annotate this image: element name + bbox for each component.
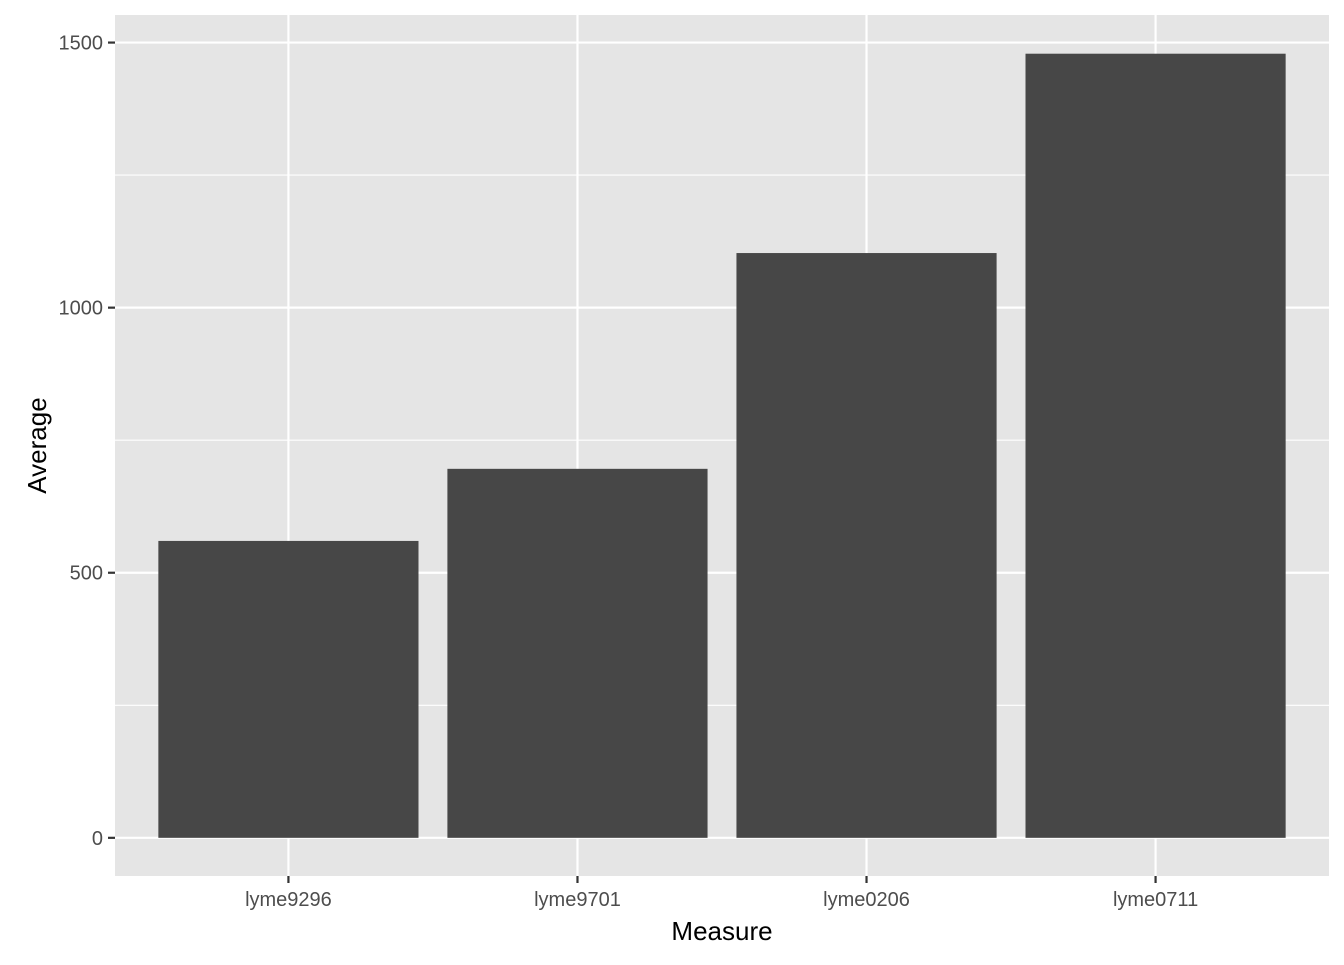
x-tick-label: lyme9701 [534, 889, 621, 911]
y-axis-title: Average [22, 397, 52, 493]
bar-lyme9701 [447, 468, 708, 838]
y-tick-label: 500 [70, 563, 103, 585]
y-tick-label: 1000 [59, 298, 104, 320]
tick-labels: 0 500 1000 1500 lyme9296 lyme9701 lyme0206 lyme… [59, 33, 1199, 911]
bar-lyme0711 [1025, 53, 1286, 838]
y-tick-label: 0 [92, 828, 103, 850]
bars [158, 53, 1286, 838]
axis-ticks [108, 41, 1157, 883]
bar-lyme0206 [736, 253, 997, 838]
x-tick-label: lyme0711 [1113, 889, 1198, 911]
x-tick-label: lyme0206 [823, 889, 910, 911]
bar-lyme9296 [158, 540, 419, 838]
x-tick-label: lyme9296 [245, 889, 332, 911]
x-axis-title: Measure [671, 916, 772, 946]
y-tick-label: 1500 [59, 33, 104, 55]
